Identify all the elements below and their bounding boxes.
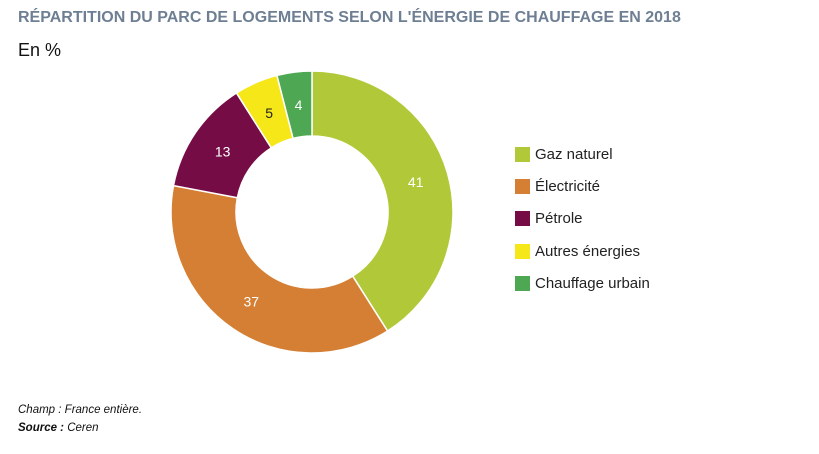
legend-item-petrole: Pétrole [515, 203, 650, 235]
footnote-source-text: Ceren [67, 422, 99, 434]
legend-item-autres-energies: Autres énergies [515, 235, 650, 267]
data-label-petrole: 13 [215, 143, 231, 159]
chart-title: RÉPARTITION DU PARC DE LOGEMENTS SELON L… [18, 9, 681, 26]
legend-swatch [515, 275, 530, 291]
legend-swatch [515, 146, 530, 162]
legend-label: Pétrole [535, 210, 583, 228]
legend-swatch [515, 178, 530, 194]
footnote-champ-text: France entière. [64, 404, 143, 416]
footnote-source-label: Source : [18, 422, 68, 434]
legend-item-chauffage-urbain: Chauffage urbain [515, 267, 650, 299]
legend-swatch [515, 211, 530, 227]
slice-electricite [170, 184, 389, 354]
legend-label: Gaz naturel [535, 145, 613, 163]
slice-gaz-naturel [311, 70, 454, 333]
data-label-electricite: 37 [244, 293, 260, 309]
legend-swatch [515, 243, 530, 259]
legend-label: Chauffage urbain [535, 274, 650, 292]
legend-item-electricite: Électricité [515, 170, 650, 202]
data-label-autres-energies: 5 [265, 105, 273, 121]
chart-unit-subtitle: En % [18, 40, 62, 60]
footnote-source: Source : Ceren [18, 422, 99, 434]
slice-chauffage-urbain [276, 70, 313, 140]
data-label-gaz-naturel: 41 [408, 174, 424, 190]
footnote-champ-label: Champ : [18, 404, 65, 416]
legend-label: Électricité [535, 177, 601, 195]
chart-legend: Gaz naturel Électricité Pétrole Autres éner… [515, 138, 650, 299]
data-label-chauffage-urbain: 4 [295, 97, 303, 113]
legend-item-gaz-naturel: Gaz naturel [515, 138, 650, 170]
legend-label: Autres énergies [535, 242, 641, 260]
footnote-champ: Champ : France entière. [18, 404, 142, 416]
